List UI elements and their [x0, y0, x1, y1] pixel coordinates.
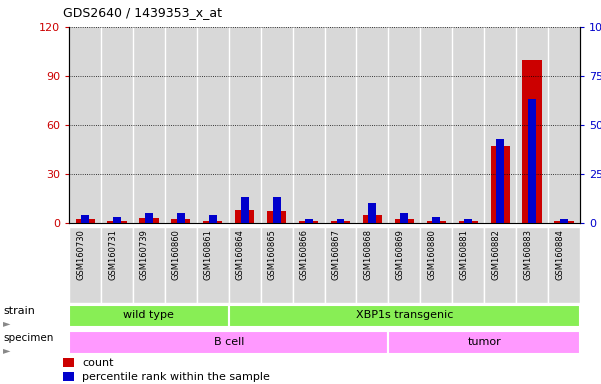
Bar — [261, 27, 293, 223]
Bar — [299, 221, 318, 223]
Text: XBP1s transgenic: XBP1s transgenic — [356, 310, 453, 320]
Bar — [305, 219, 313, 223]
Bar — [331, 221, 350, 223]
Bar — [363, 215, 382, 223]
Bar — [395, 220, 414, 223]
Bar — [108, 221, 127, 223]
Text: GSM160731: GSM160731 — [108, 229, 117, 280]
Bar — [69, 227, 101, 303]
Text: ►: ► — [3, 318, 10, 328]
Text: count: count — [82, 358, 114, 368]
Bar — [522, 60, 542, 223]
Bar — [113, 217, 121, 223]
Bar — [101, 227, 133, 303]
Bar — [241, 197, 249, 223]
Text: GSM160869: GSM160869 — [395, 229, 404, 280]
Bar — [496, 139, 504, 223]
Bar — [453, 227, 484, 303]
Text: GSM160867: GSM160867 — [332, 229, 341, 280]
Text: GSM160882: GSM160882 — [491, 229, 500, 280]
Text: GSM160868: GSM160868 — [364, 229, 373, 280]
Bar — [388, 27, 420, 223]
Bar — [528, 99, 536, 223]
Text: GSM160864: GSM160864 — [236, 229, 245, 280]
Bar — [548, 227, 580, 303]
Bar — [165, 27, 197, 223]
Bar — [464, 219, 472, 223]
Bar — [69, 305, 229, 327]
Bar — [101, 27, 133, 223]
Bar — [420, 227, 453, 303]
Bar — [203, 221, 222, 223]
Text: GSM160730: GSM160730 — [76, 229, 85, 280]
Bar — [145, 213, 153, 223]
Bar — [81, 215, 89, 223]
Bar — [261, 227, 293, 303]
Bar — [209, 215, 217, 223]
Text: GSM160865: GSM160865 — [267, 229, 276, 280]
Bar — [368, 203, 376, 223]
Bar — [400, 213, 408, 223]
Text: GSM160860: GSM160860 — [172, 229, 181, 280]
Bar — [229, 227, 261, 303]
Bar — [229, 27, 261, 223]
Bar — [490, 146, 510, 223]
Text: GDS2640 / 1439353_x_at: GDS2640 / 1439353_x_at — [63, 6, 222, 19]
Bar — [459, 221, 478, 223]
Bar — [197, 227, 229, 303]
Bar — [555, 221, 573, 223]
Bar — [197, 27, 229, 223]
Bar — [356, 227, 388, 303]
Text: B cell: B cell — [213, 337, 244, 347]
Bar — [427, 221, 446, 223]
Text: GSM160881: GSM160881 — [459, 229, 468, 280]
Bar — [548, 27, 580, 223]
Bar — [177, 213, 185, 223]
Text: wild type: wild type — [123, 310, 174, 320]
Bar — [133, 227, 165, 303]
Bar — [420, 27, 453, 223]
Bar — [293, 27, 325, 223]
Bar — [388, 227, 420, 303]
Bar — [560, 219, 568, 223]
Text: GSM160861: GSM160861 — [204, 229, 213, 280]
Bar — [432, 217, 441, 223]
Bar — [171, 220, 191, 223]
Bar — [293, 227, 325, 303]
Bar — [229, 305, 580, 327]
Bar — [69, 331, 388, 354]
Bar — [273, 197, 281, 223]
Text: ►: ► — [3, 345, 10, 355]
Text: strain: strain — [3, 306, 35, 316]
Text: GSM160739: GSM160739 — [140, 229, 149, 280]
Bar — [516, 227, 548, 303]
Bar — [356, 27, 388, 223]
Bar — [325, 27, 356, 223]
Bar — [388, 331, 580, 354]
Text: GSM160880: GSM160880 — [427, 229, 436, 280]
Bar — [516, 27, 548, 223]
Text: percentile rank within the sample: percentile rank within the sample — [82, 372, 270, 382]
Bar — [267, 211, 286, 223]
Bar — [76, 220, 95, 223]
Bar — [139, 218, 159, 223]
Bar — [325, 227, 356, 303]
Bar — [133, 27, 165, 223]
Text: GSM160883: GSM160883 — [523, 229, 532, 280]
Bar — [235, 210, 254, 223]
Text: GSM160884: GSM160884 — [555, 229, 564, 280]
Bar — [63, 358, 74, 367]
Bar — [63, 372, 74, 381]
Bar — [69, 27, 101, 223]
Bar — [453, 27, 484, 223]
Text: GSM160866: GSM160866 — [299, 229, 308, 280]
Text: specimen: specimen — [3, 333, 53, 343]
Bar — [484, 227, 516, 303]
Bar — [337, 219, 344, 223]
Bar — [484, 27, 516, 223]
Bar — [165, 227, 197, 303]
Text: tumor: tumor — [468, 337, 501, 347]
